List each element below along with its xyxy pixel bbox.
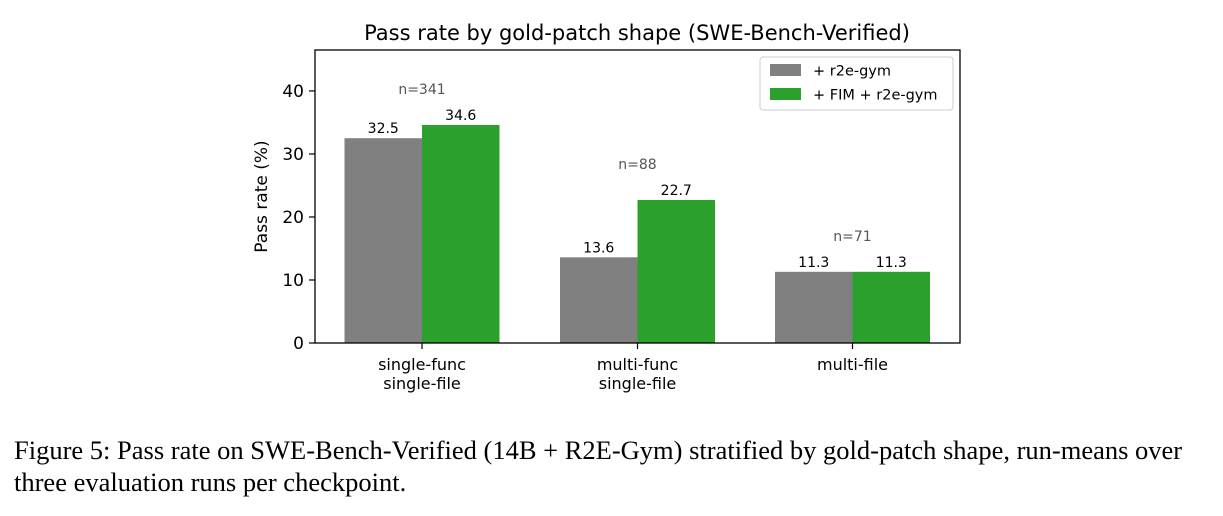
group-count-label-0: n=341 xyxy=(398,82,445,98)
x-tick-label-0-line1: single-file xyxy=(383,374,461,393)
x-tick-label-2-line0: multi-file xyxy=(817,355,888,374)
legend-swatch-fim-r2e-gym xyxy=(770,88,801,100)
legend-box xyxy=(759,56,954,111)
figure-caption: Figure 5: Pass rate on SWE-Bench-Verifie… xyxy=(14,435,1183,497)
y-axis-label: Pass rate (%) xyxy=(252,140,272,252)
bar-value-label-series1-cat1: 22.7 xyxy=(661,183,692,199)
x-tick-label-0-line0: single-func xyxy=(378,355,466,374)
y-tick-label: 0 xyxy=(293,334,304,354)
y-tick-label: 40 xyxy=(282,82,304,102)
y-tick-label: 30 xyxy=(282,145,304,165)
group-count-label-2: n=71 xyxy=(833,229,871,245)
bars-layer xyxy=(344,124,930,344)
bar-series1-cat0 xyxy=(422,124,500,344)
bar-value-label-series1-cat0: 34.6 xyxy=(445,108,476,124)
bar-value-label-series0-cat2: 11.3 xyxy=(798,255,829,271)
bar-series0-cat0 xyxy=(344,138,422,343)
legend-swatch-r2e-gym xyxy=(770,64,801,76)
y-tick-label: 10 xyxy=(282,271,304,291)
legend: + r2e-gym + FIM + r2e-gym xyxy=(759,56,954,111)
bar-value-label-series0-cat0: 32.5 xyxy=(368,121,399,137)
y-axis: 0 10 20 30 40 xyxy=(282,82,315,354)
chart-title: Pass rate by gold-patch shape (SWE-Bench… xyxy=(364,21,910,45)
legend-label-r2e-gym: + r2e-gym xyxy=(813,64,891,80)
x-axis: single-funcsingle-filemulti-funcsingle-f… xyxy=(378,343,888,393)
y-tick-label: 20 xyxy=(282,208,304,228)
bar-value-label-series1-cat2: 11.3 xyxy=(876,255,907,271)
legend-label-fim-r2e-gym: + FIM + r2e-gym xyxy=(813,88,938,104)
bar-series1-cat1 xyxy=(637,199,715,343)
bar-value-label-series0-cat1: 13.6 xyxy=(583,240,614,256)
group-count-label-1: n=88 xyxy=(618,157,656,173)
bar-chart: Pass rate by gold-patch shape (SWE-Bench… xyxy=(252,21,961,393)
bar-series0-cat1 xyxy=(560,257,638,343)
bar-series1-cat2 xyxy=(852,271,930,343)
x-tick-label-1-line1: single-file xyxy=(599,374,677,393)
x-tick-label-1-line0: multi-func xyxy=(597,355,678,374)
bar-series0-cat2 xyxy=(775,271,853,343)
